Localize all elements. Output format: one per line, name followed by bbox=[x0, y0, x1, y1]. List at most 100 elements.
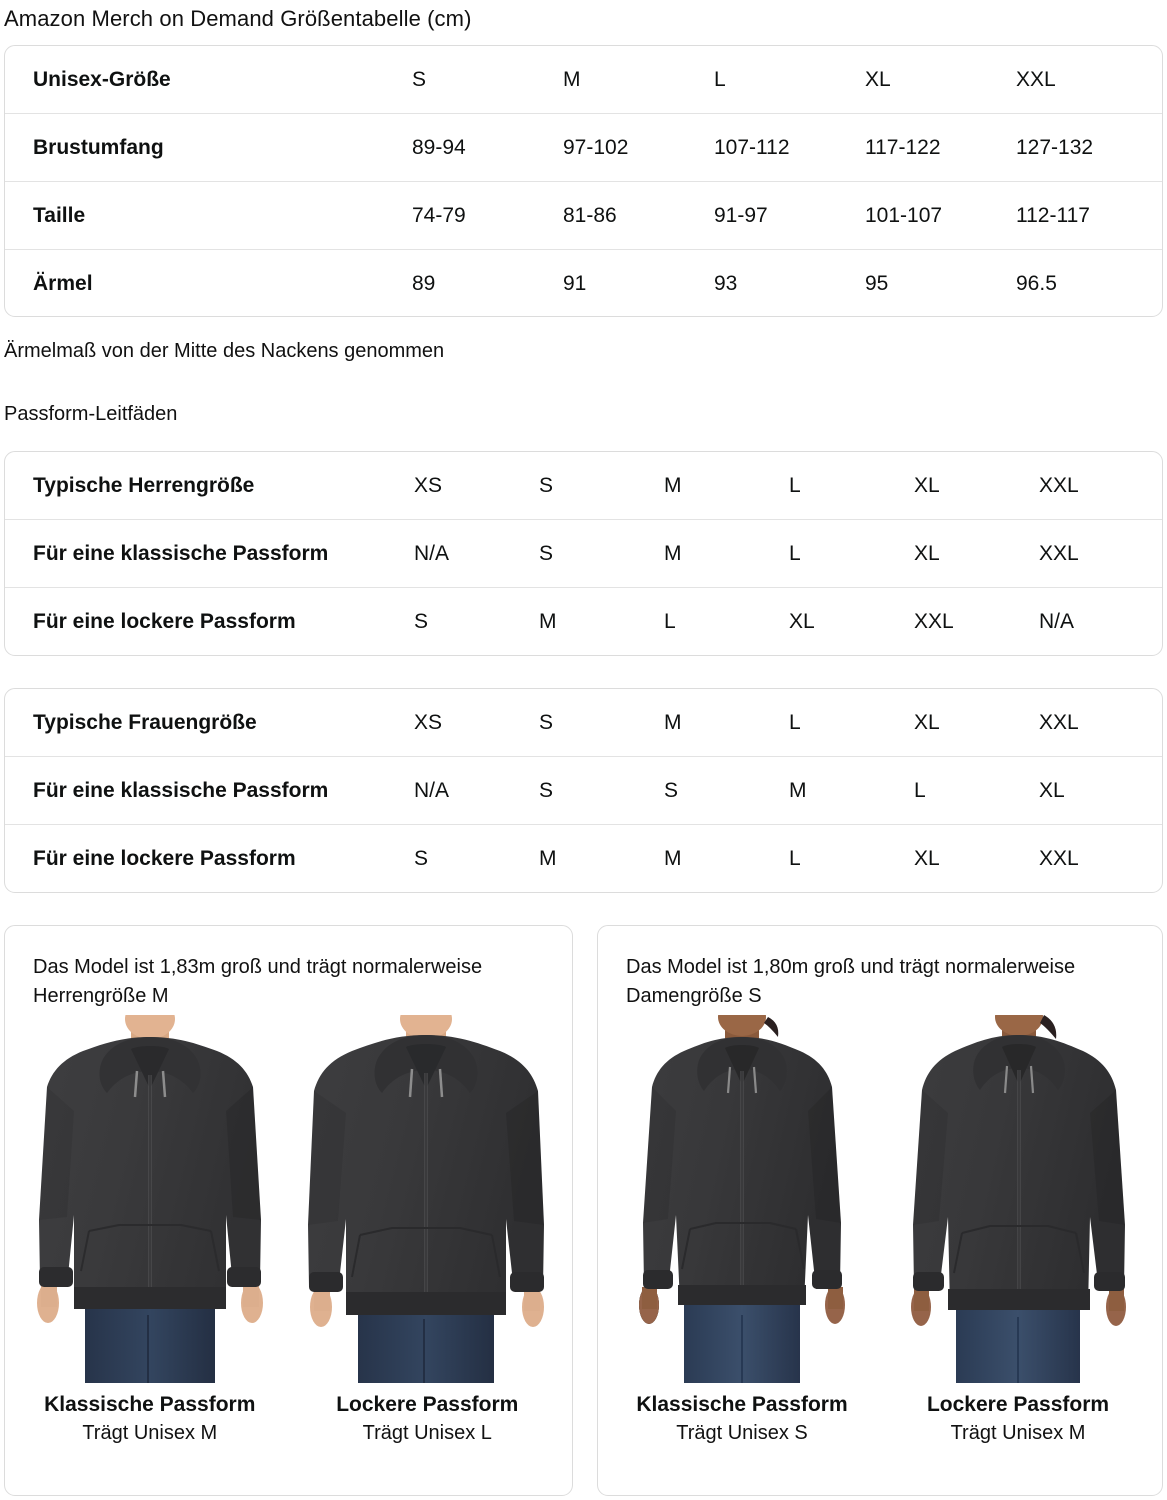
table-cell: 95 bbox=[865, 272, 889, 295]
table-cell: XL bbox=[789, 610, 815, 633]
table-cell: N/A bbox=[1039, 610, 1075, 633]
table-cell: L bbox=[664, 610, 676, 633]
table-cell: N/A bbox=[414, 778, 450, 802]
table-cell: N/A bbox=[414, 541, 450, 565]
table-cell: S bbox=[414, 847, 429, 870]
table-cell: 74-79 bbox=[412, 203, 466, 227]
male-fit-labels: Klassische Passform Trägt Unisex M Locke… bbox=[5, 1383, 572, 1445]
table-row: Unisex-Größe S M L XL XXL bbox=[5, 46, 1162, 114]
female-fit-labels: Klassische Passform Trägt Unisex S Locke… bbox=[598, 1383, 1162, 1445]
fit-column: Lockere Passform Trägt Unisex L bbox=[289, 1393, 567, 1445]
fit-title: Lockere Passform bbox=[926, 1393, 1110, 1416]
fit-guides-heading: Passform-Leitfäden bbox=[4, 403, 178, 425]
table-cell: 93 bbox=[714, 272, 738, 295]
table-cell: 117-122 bbox=[865, 135, 941, 159]
row-label: Ärmel bbox=[33, 272, 93, 295]
fit-subtitle: Trägt Unisex L bbox=[362, 1422, 492, 1444]
table-row: Ärmel 89 91 93 95 96.5 bbox=[5, 250, 1162, 316]
model-caption: Das Model ist 1,83m groß und trägt norma… bbox=[33, 956, 483, 1007]
row-label: Für eine klassische Passform bbox=[33, 778, 329, 802]
table-cell: 89 bbox=[412, 272, 436, 295]
table-cell: XXL bbox=[1039, 473, 1079, 497]
male-model-photos bbox=[5, 1011, 572, 1383]
table-cell: XL bbox=[865, 67, 891, 91]
table-cell: M bbox=[664, 473, 682, 497]
table-cell: 91 bbox=[563, 272, 587, 295]
women-fit-guide-table: Typische Frauengröße XS S M L XL XXL Für… bbox=[4, 688, 1163, 893]
table-cell: L bbox=[789, 847, 801, 870]
row-label: Brustumfang bbox=[33, 135, 164, 159]
table-cell: L bbox=[914, 778, 926, 802]
table-cell: XL bbox=[914, 541, 940, 565]
table-cell: 101-107 bbox=[865, 203, 943, 227]
table-row: Taille 74-79 81-86 91-97 101-107 112-117 bbox=[5, 182, 1162, 250]
sleeve-measurement-note: Ärmelmaß von der Mitte des Nackens genom… bbox=[4, 340, 445, 362]
table-cell: 96.5 bbox=[1016, 272, 1057, 295]
female-model-fit-card: Das Model ist 1,80m groß und trägt norma… bbox=[597, 925, 1163, 1496]
table-cell: M bbox=[664, 541, 682, 565]
fit-column: Klassische Passform Trägt Unisex M bbox=[11, 1393, 289, 1445]
table-cell: M bbox=[563, 67, 581, 91]
page-title: Amazon Merch on Demand Größentabelle (cm… bbox=[4, 6, 472, 31]
table-cell: XXL bbox=[914, 610, 954, 633]
table-row: Für eine klassische Passform N/A S S M L… bbox=[5, 757, 1162, 825]
row-label: Typische Herrengröße bbox=[33, 473, 255, 497]
fit-column: Klassische Passform Trägt Unisex S bbox=[604, 1393, 880, 1445]
table-cell: L bbox=[714, 67, 726, 91]
female-model-classic-fit-photo bbox=[639, 1015, 845, 1383]
table-cell: XL bbox=[1039, 778, 1065, 802]
table-cell: XL bbox=[914, 473, 940, 497]
fit-title: Klassische Passform bbox=[636, 1393, 848, 1416]
table-row: Brustumfang 89-94 97-102 107-112 117-122… bbox=[5, 114, 1162, 182]
row-label: Taille bbox=[33, 203, 86, 227]
female-model-relaxed-fit-photo bbox=[911, 1015, 1126, 1383]
table-cell: S bbox=[539, 541, 554, 565]
table-cell: L bbox=[789, 473, 801, 497]
table-row: Für eine lockere Passform S M M L XL XXL bbox=[5, 825, 1162, 892]
table-row: Typische Frauengröße XS S M L XL XXL bbox=[5, 689, 1162, 757]
table-cell: 89-94 bbox=[412, 135, 466, 159]
table-cell: 107-112 bbox=[714, 135, 790, 159]
table-cell: 112-117 bbox=[1016, 203, 1090, 227]
table-cell: L bbox=[789, 541, 801, 565]
table-cell: S bbox=[414, 610, 429, 633]
table-cell: XXL bbox=[1039, 710, 1079, 734]
men-fit-guide-table: Typische Herrengröße XS S M L XL XXL Für… bbox=[4, 451, 1163, 656]
table-cell: 91-97 bbox=[714, 203, 768, 227]
table-row: Für eine klassische Passform N/A S M L X… bbox=[5, 520, 1162, 588]
table-cell: XL bbox=[914, 710, 940, 734]
table-cell: XL bbox=[914, 847, 940, 870]
table-cell: S bbox=[539, 778, 554, 802]
male-model-fit-card: Das Model ist 1,83m groß und trägt norma… bbox=[4, 925, 573, 1496]
fit-title: Lockere Passform bbox=[336, 1393, 519, 1416]
table-cell: S bbox=[664, 778, 679, 802]
table-cell: XXL bbox=[1039, 541, 1079, 565]
fit-title: Klassische Passform bbox=[44, 1393, 256, 1416]
table-cell: XXL bbox=[1016, 67, 1056, 91]
male-model-relaxed-fit-photo bbox=[308, 1015, 545, 1383]
table-cell: 97-102 bbox=[563, 135, 629, 159]
fit-column: Lockere Passform Trägt Unisex M bbox=[880, 1393, 1156, 1445]
table-cell: M bbox=[789, 778, 807, 802]
fit-subtitle: Trägt Unisex M bbox=[82, 1422, 218, 1444]
table-cell: L bbox=[789, 710, 801, 734]
table-cell: XS bbox=[414, 473, 443, 497]
table-cell: M bbox=[539, 847, 557, 870]
model-caption: Das Model ist 1,80m groß und trägt norma… bbox=[626, 956, 1076, 1007]
table-cell: M bbox=[539, 610, 557, 633]
table-cell: M bbox=[664, 847, 682, 870]
male-model-classic-fit-photo bbox=[36, 1015, 263, 1383]
table-cell: S bbox=[412, 67, 427, 91]
table-cell: 127-132 bbox=[1016, 135, 1094, 159]
table-cell: M bbox=[664, 710, 682, 734]
table-cell: 81-86 bbox=[563, 203, 617, 227]
row-label: Für eine lockere Passform bbox=[33, 847, 296, 870]
table-cell: XXL bbox=[1039, 847, 1079, 870]
table-cell: S bbox=[539, 473, 554, 497]
table-cell: XS bbox=[414, 710, 443, 734]
fit-subtitle: Trägt Unisex M bbox=[950, 1422, 1086, 1444]
fit-subtitle: Trägt Unisex S bbox=[676, 1422, 808, 1444]
table-row: Typische Herrengröße XS S M L XL XXL bbox=[5, 452, 1162, 520]
row-label: Typische Frauengröße bbox=[33, 710, 257, 734]
